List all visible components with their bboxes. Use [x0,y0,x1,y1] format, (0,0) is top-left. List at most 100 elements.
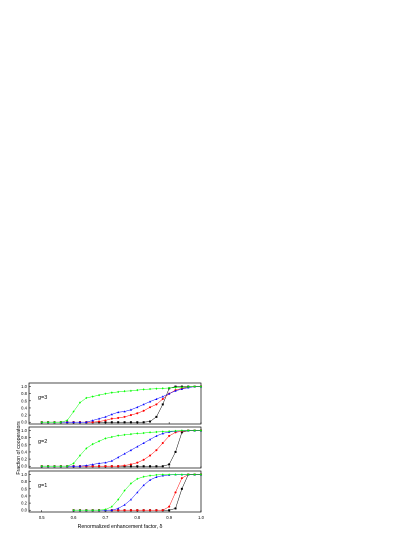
panel-label: g=3 [38,395,47,401]
data-point [136,388,139,392]
data-point [104,415,107,418]
data-point [85,509,88,512]
data-point [136,421,139,424]
panel-frame [28,382,202,425]
data-point [117,416,120,419]
data-point [104,461,107,464]
data-point [149,387,152,391]
data-point [136,465,139,468]
data-point [155,397,158,400]
data-point [136,432,139,435]
data-point [117,421,120,424]
data-point [174,507,177,510]
data-point [98,420,101,423]
data-point [72,421,75,424]
data-point [187,385,190,389]
data-point [47,421,50,424]
data-point [129,448,133,452]
data-point [129,482,132,485]
panel-frame [28,426,202,469]
data-point [91,465,94,468]
data-point [148,438,152,441]
data-point [91,395,94,398]
data-point [142,475,145,478]
data-point [123,415,126,418]
y-tick-label: 0.2 [21,413,27,418]
data-point [110,465,113,468]
data-point [85,421,88,424]
y-tick-label: 1.0 [21,428,27,433]
data-point [142,465,145,468]
x-tick-label: 0.9 [166,515,172,520]
data-point [149,465,152,468]
data-point [72,509,75,512]
data-point [187,473,190,476]
x-tick-label: 0.6 [71,515,77,520]
panel-1: 0.0 0.2 0.4 0.6 0.8 1.0 g=3 [21,382,203,425]
data-point [142,441,145,444]
series-4-line [41,386,201,423]
data-point [136,461,139,464]
data-point [168,505,171,508]
data-point [59,421,62,424]
y-tick-label: 0.2 [21,501,27,506]
data-point [91,419,94,422]
data-point [129,432,132,436]
data-point [180,487,183,490]
data-point [161,473,164,476]
data-point [193,473,196,476]
data-point [129,463,132,466]
series-3-line [41,386,201,423]
y-axis-label: Fraction of cooperators [16,421,22,475]
series-4-line [41,430,201,467]
data-point [78,509,81,512]
data-point [104,437,107,440]
data-point [110,417,113,420]
data-point [47,465,50,468]
data-point [168,392,171,395]
data-point [98,440,101,443]
data-point [98,393,101,397]
data-point [123,452,126,455]
data-point [129,408,133,411]
data-point [161,509,164,512]
data-point [142,509,145,512]
data-point [59,465,62,468]
data-point [155,449,158,452]
data-point [136,477,139,481]
panel-2: 0.0 0.2 0.4 0.6 0.8 1.0 g=2 [21,426,203,469]
data-point [117,456,120,459]
data-point [174,386,177,389]
data-point [85,396,88,400]
data-point [123,421,126,424]
data-point [97,462,101,465]
data-point [104,392,107,395]
data-point [72,465,75,468]
y-tick-label: 0.0 [21,420,27,425]
data-point [91,421,94,424]
data-point [155,387,158,390]
x-tick-label: 0.8 [134,515,140,520]
data-point [142,431,145,435]
panel-label: g=1 [38,483,47,489]
data-point [110,391,113,394]
y-tick-label: 0.6 [21,442,27,447]
data-point [142,388,145,391]
data-point [136,445,139,448]
data-point [78,465,82,468]
data-point [117,498,120,501]
data-point [193,429,196,432]
data-point [161,397,164,401]
series-2-line [41,386,201,423]
data-point [110,459,113,462]
data-point [187,429,190,432]
data-point [104,421,107,424]
data-point [117,390,120,394]
data-point [155,465,158,468]
x-tick-label: 0.7 [103,515,109,520]
data-point [174,491,177,494]
x-tick-label: 1.0 [198,515,204,520]
data-point [148,406,152,409]
y-tick-label: 0.4 [21,449,27,454]
data-point [161,395,164,398]
